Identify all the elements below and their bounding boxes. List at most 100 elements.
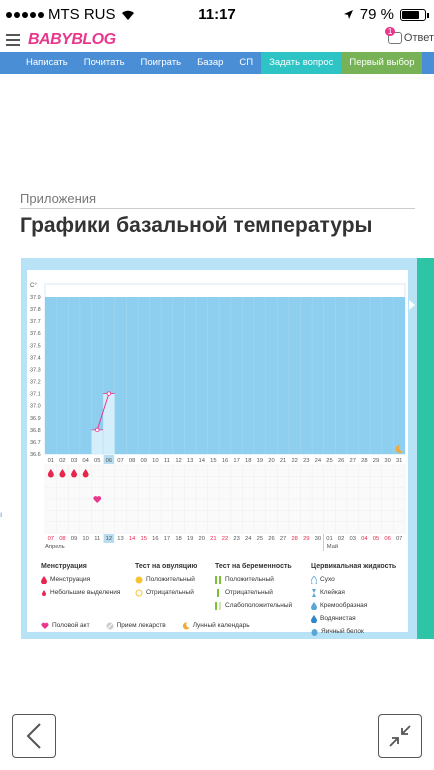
day-label: 03	[71, 458, 77, 464]
wifi-icon	[121, 10, 134, 20]
first-choice-button[interactable]: Первый выбор	[341, 52, 423, 74]
answers-link[interactable]: 1 Ответ	[384, 27, 434, 44]
menstruation-marker	[82, 469, 89, 478]
scroll-marker: ı	[0, 510, 3, 519]
nav-sp[interactable]: СП	[239, 57, 254, 68]
bottom-controls	[0, 700, 434, 770]
day-label: 17	[233, 458, 239, 464]
date-label: 27	[280, 536, 286, 542]
legend-lunar: Лунный календарь	[192, 622, 250, 629]
day-label: 16	[222, 458, 228, 464]
battery-label: 79 %	[359, 6, 394, 23]
nav-read[interactable]: Почитать	[83, 57, 125, 68]
y-tick-label: 37.7	[30, 319, 41, 325]
day-label: 20	[268, 458, 274, 464]
temp-column	[103, 393, 115, 454]
date-label: 07	[396, 536, 402, 542]
day-label: 08	[129, 458, 135, 464]
day-label: 01	[48, 458, 54, 464]
intercourse-marker	[93, 496, 102, 503]
day-label: 21	[280, 458, 286, 464]
date-label: 16	[152, 536, 158, 542]
date-label: 10	[82, 536, 88, 542]
menstruation-marker	[59, 469, 66, 478]
page-title: Графики базальной температуры	[20, 214, 373, 237]
y-tick-label: 37.2	[30, 380, 41, 386]
y-tick-label: 37.6	[30, 331, 41, 337]
date-label: 24	[245, 536, 252, 542]
pill-icon	[106, 622, 114, 629]
date-label: 02	[338, 536, 344, 542]
day-label: 06	[106, 458, 112, 464]
small-drop-icon	[42, 589, 46, 596]
date-label: 11	[94, 536, 100, 542]
y-tick-label: 37.5	[30, 343, 41, 349]
watery-icon	[311, 614, 317, 623]
date-label: 30	[315, 536, 321, 542]
negative-circle-icon	[135, 589, 143, 596]
carrier-label: MTS RUS	[48, 6, 116, 23]
legend-pregnancy-negative: Отрицательный	[225, 589, 273, 596]
nav-write[interactable]: Написать	[26, 57, 68, 68]
dry-icon	[311, 575, 317, 584]
bbt-chart[interactable]: C° 37.9 37.8 37.7 37.6 37.5 37.4 37.3 37.2 37.1 37…	[27, 270, 408, 570]
date-label: 28	[291, 536, 297, 542]
collapse-button[interactable]	[378, 714, 422, 758]
status-right: 79 %	[343, 6, 429, 23]
legend-ovulation-negative: Отрицательный	[146, 589, 194, 596]
date-label: 17	[164, 536, 170, 542]
back-button[interactable]	[12, 714, 56, 758]
chevron-left-icon	[26, 723, 41, 749]
day-label: 26	[338, 458, 344, 464]
date-label: 23	[233, 536, 239, 542]
side-panel-tab[interactable]	[417, 258, 434, 639]
y-tick-label: 36.9	[30, 416, 41, 422]
main-nav: Написать Почитать Поиграть Базар СП Зада…	[0, 52, 434, 74]
y-tick-label: 36.7	[30, 440, 41, 446]
date-label: 25	[257, 536, 263, 542]
day-label: 10	[152, 458, 158, 464]
chart-card: C° 37.9 37.8 37.7 37.6 37.5 37.4 37.3 37.2 37.1 37…	[27, 270, 408, 636]
data-point	[106, 391, 112, 396]
bbt-chart-widget: C° 37.9 37.8 37.7 37.6 37.5 37.4 37.3 37.2 37.1 37…	[21, 258, 417, 639]
date-label: 21	[210, 536, 216, 542]
date-label: 07	[48, 536, 54, 542]
legend-intercourse: Половой акт	[52, 622, 90, 629]
breadcrumb[interactable]: Приложения	[20, 191, 97, 206]
signal-icon	[6, 11, 44, 18]
legend-cervical-creamy: Кремообразная	[320, 602, 368, 609]
drop-icon	[41, 575, 47, 584]
legend-spotting-item: Небольшие выделения	[50, 589, 121, 596]
y-tick-label: 37.3	[30, 367, 41, 373]
series-line	[96, 393, 110, 430]
egg-white-icon	[311, 628, 318, 636]
answers-label: Ответ	[403, 32, 434, 44]
y-tick-label: 37.0	[30, 404, 41, 410]
notification-badge: 1	[384, 27, 396, 36]
date-label: 04	[361, 536, 368, 542]
date-label: 01	[326, 536, 332, 542]
legend-pregnancy: Тест на беременность Положительный Отриц…	[215, 560, 292, 612]
day-label: 02	[59, 458, 65, 464]
nav-bazaar[interactable]: Базар	[197, 57, 224, 68]
day-label: 05	[94, 458, 100, 464]
moon-marker	[395, 444, 404, 453]
ask-question-button[interactable]: Задать вопрос	[261, 52, 342, 74]
legend-menstruation: Менструация Менструация Небольшие выделе…	[41, 560, 120, 599]
expand-arrow-icon[interactable]	[409, 300, 415, 310]
heart-icon	[41, 622, 49, 629]
month-label: Май	[327, 543, 338, 550]
day-label: 18	[245, 458, 251, 464]
menu-icon[interactable]	[6, 34, 20, 46]
y-tick-label: 36.6	[30, 452, 41, 458]
y-tick-label: 37.1	[30, 392, 41, 398]
data-point	[95, 427, 100, 433]
minimize-arrows-icon	[389, 725, 411, 747]
nav-play[interactable]: Поиграть	[140, 57, 182, 68]
date-label: 12	[106, 536, 112, 542]
site-logo[interactable]: BABYBLOG	[28, 31, 116, 48]
positive-circle-icon	[135, 576, 143, 583]
date-label: 18	[175, 536, 181, 542]
legend-ovulation-title: Тест на овуляцию	[135, 563, 198, 570]
legend-cervical-sticky: Клейкая	[320, 589, 345, 596]
